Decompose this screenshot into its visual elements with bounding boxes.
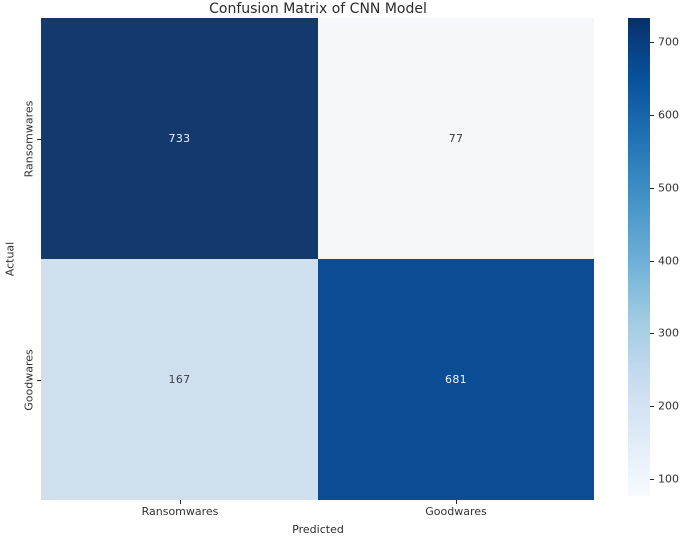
y-axis-tick-mark	[37, 380, 41, 381]
colorbar-tick-label: 700	[658, 35, 679, 49]
colorbar-tick-mark	[650, 115, 654, 116]
colorbar	[628, 18, 650, 496]
x-axis-tick-mark	[180, 500, 181, 504]
x-axis-label: Predicted	[292, 523, 344, 536]
colorbar-tick-label: 200	[658, 399, 679, 413]
colorbar-tick-mark	[650, 479, 654, 480]
cell-value: 167	[168, 373, 191, 386]
colorbar-tick-mark	[650, 333, 654, 334]
y-tick-label-goodwares: Goodwares	[22, 349, 36, 411]
colorbar-tick-mark	[650, 188, 654, 189]
colorbar-tick-label: 400	[658, 254, 679, 268]
chart-title: Confusion Matrix of CNN Model	[209, 1, 427, 17]
y-tick-label-ransomwares: Ransomwares	[22, 100, 36, 178]
cell-value: 77	[448, 132, 464, 145]
heatmap: 733 77 167 681	[41, 18, 594, 500]
x-axis-tick-mark	[456, 500, 457, 504]
cell-value: 733	[168, 132, 191, 145]
x-tick-label-ransomwares: Ransomwares	[141, 505, 219, 518]
colorbar-tick-label: 300	[658, 326, 679, 340]
heatmap-cell-actual-goodwares-pred-ransomwares: 167	[41, 259, 318, 500]
y-axis-tick-mark	[37, 139, 41, 140]
heatmap-cell-actual-ransomwares-pred-ransomwares: 733	[41, 18, 318, 259]
heatmap-cell-actual-ransomwares-pred-goodwares: 77	[318, 18, 594, 259]
x-tick-label-goodwares: Goodwares	[425, 505, 487, 518]
colorbar-tick-label: 500	[658, 181, 679, 195]
colorbar-tick-mark	[650, 406, 654, 407]
y-axis-label: Actual	[3, 241, 17, 277]
colorbar-tick-label: 100	[658, 472, 679, 486]
heatmap-cell-actual-goodwares-pred-goodwares: 681	[318, 259, 594, 500]
colorbar-tick-mark	[650, 261, 654, 262]
colorbar-tick-label: 600	[658, 108, 679, 122]
colorbar-tick-mark	[650, 42, 654, 43]
cell-value: 681	[445, 373, 467, 386]
